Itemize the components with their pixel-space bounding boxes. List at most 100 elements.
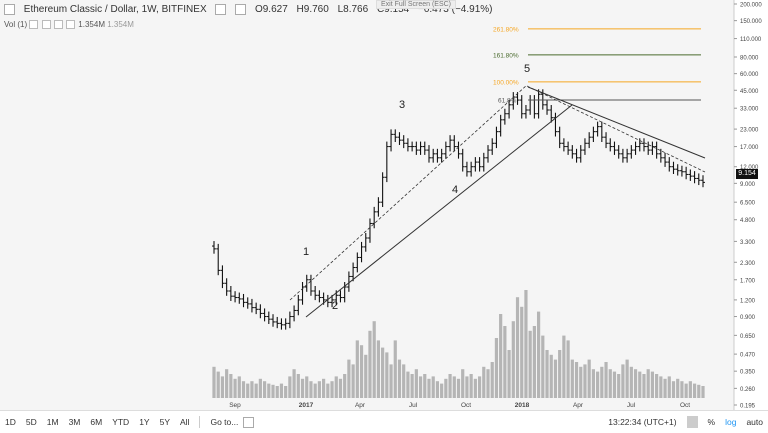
volume-bar <box>482 366 486 398</box>
volume-bar <box>326 383 330 398</box>
timeframe-ytd[interactable]: YTD <box>112 417 130 427</box>
settings-icon[interactable] <box>215 4 227 15</box>
chart-area[interactable] <box>0 0 734 410</box>
volume-bar <box>600 366 604 398</box>
volume-bar <box>418 376 423 398</box>
y-tick-label: 33.000 <box>740 107 759 113</box>
timeframe-1d[interactable]: 1D <box>5 417 16 427</box>
gear-icon[interactable] <box>41 20 51 30</box>
y-tick-label: 3.300 <box>740 240 756 246</box>
volume-bar <box>659 376 663 398</box>
volume-bar <box>494 338 499 398</box>
volume-bar <box>309 381 313 398</box>
volume-bar <box>596 371 600 398</box>
volume-bar <box>229 374 233 398</box>
volume-bar <box>376 340 381 398</box>
y-tick-label: 12.000 <box>740 165 759 171</box>
y-tick-label: 0.260 <box>740 387 756 393</box>
volume-bar <box>300 378 305 398</box>
hide-icon[interactable] <box>235 4 247 15</box>
volume-bar <box>688 381 692 398</box>
x-tick-label: 2017 <box>299 402 314 409</box>
open-value: O9.627 <box>254 4 288 16</box>
volume-bar <box>633 369 638 398</box>
y-tick-label: 200.000 <box>740 3 762 9</box>
volume-bar <box>541 335 545 398</box>
timeframe-6m[interactable]: 6M <box>90 417 103 427</box>
volume-bar <box>364 354 368 398</box>
volume-bar <box>667 376 671 398</box>
collapse-icon[interactable] <box>4 4 15 15</box>
volume-bar <box>220 376 225 398</box>
chart-header: Ethereum Classic / Dollar, 1W, BITFINEX … <box>4 4 498 15</box>
volume-bar <box>427 378 431 398</box>
price-chart[interactable]: 200.000 150.000 110.000 80.000 60.000 45.000 3… <box>0 0 768 410</box>
volume-bar <box>671 381 676 398</box>
volume-bar <box>275 386 279 398</box>
timeframe-1m[interactable]: 1M <box>46 417 59 427</box>
volume-bar <box>385 352 389 398</box>
volume-bar <box>684 383 688 398</box>
eye-icon[interactable] <box>29 20 39 30</box>
y-tick-label: 2.300 <box>740 261 756 267</box>
fib-level-label: 261.80% <box>493 26 519 33</box>
volume-bar <box>452 376 456 398</box>
volume-bar <box>574 362 579 398</box>
volume-bar <box>271 384 275 398</box>
volume-bar <box>423 374 427 398</box>
percent-toggle[interactable]: % <box>707 417 716 427</box>
fib-level-label: 161.80% <box>493 52 519 59</box>
close-icon[interactable] <box>53 20 63 30</box>
y-tick-label: 150.000 <box>740 19 762 25</box>
volume-bar <box>359 345 364 398</box>
volume-bar <box>465 376 469 398</box>
timeframe-all[interactable]: All <box>180 417 190 427</box>
volume-bar <box>608 369 612 398</box>
volume-bar <box>233 378 237 398</box>
goto-button[interactable]: Go to... <box>210 417 239 427</box>
auto-toggle[interactable]: auto <box>746 417 763 427</box>
volume-value-2: 1.354M <box>107 20 134 29</box>
volume-bar <box>621 364 625 398</box>
timeframe-3m[interactable]: 3M <box>68 417 81 427</box>
volume-bar <box>456 378 461 398</box>
x-tick-label: Jul <box>409 402 418 409</box>
volume-bar <box>511 321 515 398</box>
log-toggle[interactable]: log <box>725 417 737 427</box>
volume-bar <box>503 326 507 398</box>
trendline-resistance <box>527 86 706 159</box>
wave-label: 5 <box>524 63 530 75</box>
volume-bar <box>351 364 355 398</box>
volume-bar <box>558 350 562 398</box>
volume-bar <box>444 378 448 398</box>
volume-bar <box>477 376 482 398</box>
y-tick-label: 45.000 <box>740 89 759 95</box>
y-tick-label: 23.000 <box>740 128 759 134</box>
toolbar-right: 13:22:34 (UTC+1) % log auto <box>603 416 768 428</box>
volume-bar <box>520 306 524 398</box>
volume-bar <box>431 376 435 398</box>
exit-fullscreen-button[interactable]: Exit Full Screen (ESC) <box>376 0 457 9</box>
timeframe-1y[interactable]: 1Y <box>139 417 150 427</box>
timeframe-5d[interactable]: 5D <box>25 417 37 427</box>
symbol-title: Ethereum Classic / Dollar, 1W, BITFINEX <box>23 4 207 16</box>
volume-bar <box>591 369 595 398</box>
volume-bar <box>279 383 284 398</box>
volume-bar <box>562 335 566 398</box>
volume-bar <box>566 340 570 398</box>
dashed-channel-lower <box>526 85 706 173</box>
volume-bar <box>313 383 317 398</box>
volume-bar <box>604 362 608 398</box>
toolbar-divider <box>199 416 201 428</box>
volume-bar <box>343 374 347 398</box>
volume-bar <box>528 330 532 398</box>
volume-bar <box>524 290 528 398</box>
timeframe-5y[interactable]: 5Y <box>159 417 170 427</box>
last-price-tag: 9.154 <box>736 169 758 179</box>
clock-display: 13:22:34 (UTC+1) <box>608 417 677 427</box>
volume-bar <box>655 374 659 398</box>
more-icon[interactable] <box>66 20 76 30</box>
calendar-icon[interactable] <box>243 416 255 428</box>
volume-bar <box>440 383 444 398</box>
volume-bar <box>317 381 321 398</box>
